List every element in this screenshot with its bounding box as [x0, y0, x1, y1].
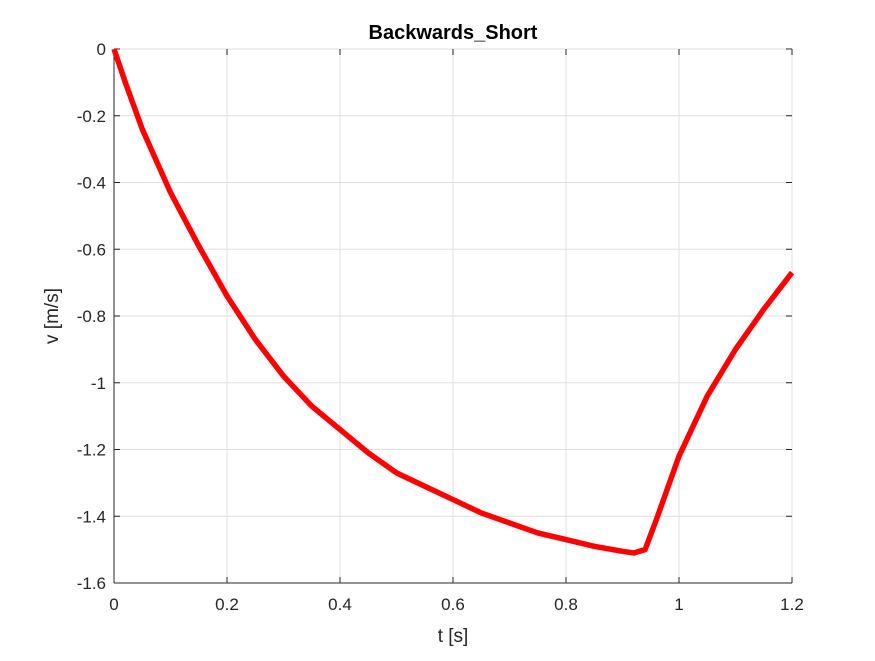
y-tick-label: 0 — [97, 40, 106, 59]
y-tick-label: -1.2 — [77, 441, 106, 460]
series-line-0 — [111, 48, 795, 556]
chart-title: Backwards_Short — [369, 22, 538, 44]
y-tick-label: -0.2 — [77, 107, 106, 126]
x-tick-label: 0.8 — [554, 595, 578, 614]
y-axis-label: v [m/s] — [42, 288, 63, 344]
x-axis-label: t [s] — [438, 626, 469, 647]
y-tick-label: -0.6 — [77, 240, 106, 259]
tick-labels: 0 0.2 0.4 0.6 0.8 1 1.2 0 -0.2 -0.4 -0.6 -0.8 -1 -1.2… — [77, 40, 804, 614]
y-tick-label: -0.4 — [77, 174, 106, 193]
y-tick-label: -1.6 — [77, 574, 106, 593]
x-tick-label: 1.2 — [780, 595, 804, 614]
y-tick-label: -1 — [91, 374, 106, 393]
y-tick-label: -0.8 — [77, 307, 106, 326]
y-tick-label: -1.4 — [77, 507, 106, 526]
x-tick-label: 0.2 — [215, 595, 239, 614]
axes — [113, 48, 793, 584]
x-tick-label: 1 — [674, 595, 683, 614]
x-tick-label: 0 — [109, 595, 118, 614]
series-layer — [111, 48, 795, 556]
x-tick-label: 0.6 — [441, 595, 465, 614]
x-tick-label: 0.4 — [328, 595, 352, 614]
